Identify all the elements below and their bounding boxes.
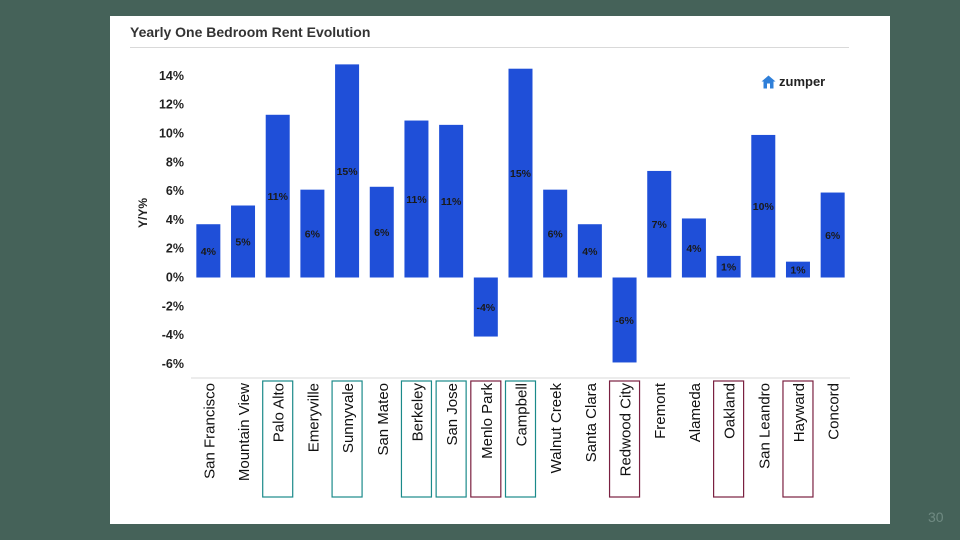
data-label: -4%: [476, 302, 495, 314]
bar: [716, 255, 741, 278]
logo-text: zumper: [779, 74, 826, 89]
bar: [369, 186, 394, 278]
data-label: 4%: [582, 246, 598, 258]
label-highlight-box: [608, 380, 641, 498]
y-tick-label: 0%: [166, 271, 184, 285]
x-tick-label: Emeryville: [305, 383, 322, 452]
y-tick-label: -4%: [162, 328, 184, 342]
page-number: 30: [928, 509, 944, 525]
bar: [543, 189, 568, 278]
x-tick-label: Palo Alto: [271, 383, 288, 442]
data-label: 4%: [686, 243, 702, 255]
x-tick-label: Walnut Creek: [548, 383, 565, 474]
bar: [473, 277, 498, 337]
bar: [612, 277, 637, 363]
x-tick-label: Sunnyvale: [340, 383, 357, 453]
data-label: 11%: [267, 191, 288, 203]
x-tick-label: Fremont: [652, 382, 669, 439]
x-tick-label: Mountain View: [236, 383, 253, 481]
y-tick-label: 8%: [166, 155, 184, 169]
x-tick-label: Alameda: [687, 382, 704, 442]
y-tick-label: -6%: [162, 357, 184, 371]
data-label: 6%: [305, 229, 321, 241]
bar: [196, 224, 221, 278]
x-tick-label: San Leandro: [756, 383, 773, 469]
house-icon: [761, 75, 776, 88]
x-tick-label: Campbell: [514, 383, 531, 446]
x-tick-label: San Mateo: [375, 383, 392, 456]
label-highlight-box: [400, 380, 433, 498]
x-tick-label: San Jose: [444, 383, 461, 446]
data-label: 5%: [235, 237, 251, 249]
bar: [681, 218, 706, 278]
data-label: 7%: [652, 219, 668, 231]
label-highlight-box: [713, 380, 745, 498]
y-tick-label: -2%: [162, 299, 184, 313]
y-tick-label: 12%: [159, 98, 184, 112]
bar: [231, 205, 256, 278]
y-tick-label: 4%: [166, 213, 184, 227]
data-label: 6%: [548, 229, 564, 241]
label-highlight-box: [470, 380, 502, 498]
x-tick-label: Redwood City: [618, 383, 635, 477]
bar: [785, 261, 810, 278]
data-label: 15%: [510, 168, 532, 180]
bar: [265, 114, 290, 278]
bar: [508, 68, 533, 278]
x-tick-label: Berkeley: [409, 383, 426, 442]
bar: [404, 120, 429, 278]
data-label: 10%: [753, 201, 775, 213]
x-tick-label: Menlo Park: [479, 383, 496, 459]
data-label: 6%: [374, 227, 390, 239]
data-label: 6%: [825, 230, 841, 242]
y-tick-label: 14%: [159, 69, 184, 83]
x-tick-label: Oakland: [722, 383, 739, 439]
x-tick-label: San Francisco: [201, 383, 218, 479]
y-tick-label: 2%: [166, 242, 184, 256]
data-label: 4%: [201, 246, 217, 258]
y-axis-title: Y/Y%: [136, 198, 150, 228]
title-divider: [130, 47, 849, 48]
label-highlight-box: [262, 380, 294, 498]
label-highlight-box: [331, 380, 363, 498]
bar: [439, 124, 464, 278]
data-label: 1%: [721, 262, 737, 274]
x-tick-label: Hayward: [791, 383, 808, 442]
data-label: 1%: [790, 265, 806, 277]
data-label: 11%: [441, 196, 462, 208]
data-label: 15%: [337, 166, 359, 178]
data-label: -6%: [615, 315, 634, 327]
bar: [335, 64, 360, 278]
bar: [751, 134, 776, 278]
zumper-logo: zumper: [761, 74, 825, 89]
bar: [577, 224, 602, 278]
label-highlight-box: [435, 380, 467, 498]
data-label: 11%: [406, 194, 427, 206]
label-highlight-box: [504, 380, 537, 498]
label-highlight-box: [782, 380, 814, 498]
bar: [820, 192, 845, 278]
bar: [300, 189, 325, 278]
y-tick-label: 6%: [166, 184, 184, 198]
chart-title: Yearly One Bedroom Rent Evolution: [130, 24, 371, 40]
bar: [647, 170, 672, 278]
y-tick-label: 10%: [159, 127, 184, 141]
x-tick-label: Concord: [826, 383, 843, 440]
x-tick-label: Santa Clara: [583, 382, 600, 462]
